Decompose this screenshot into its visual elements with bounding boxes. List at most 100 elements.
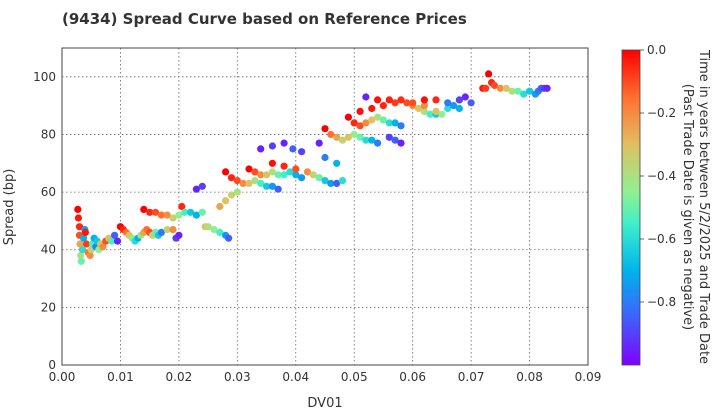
data-point (309, 171, 317, 179)
data-point (298, 148, 306, 156)
data-point (344, 133, 352, 141)
data-point (385, 133, 393, 141)
data-point (350, 130, 358, 139)
x-tick-label: 0.06 (399, 370, 426, 384)
data-point (151, 208, 160, 216)
data-points (74, 70, 551, 265)
data-point (225, 234, 233, 242)
x-axis-ticks: 0.00 0.01 0.02 0.03 0.04 0.05 0.06 0.07 0.08 0.09 (49, 370, 602, 384)
colorbar (621, 49, 641, 366)
y-axis-ticks: 0 20 40 60 80 100 (33, 70, 56, 372)
colorbar-tick-label: −0.6 (647, 232, 676, 246)
data-point (233, 177, 241, 185)
y-tick-label: 100 (33, 70, 56, 84)
data-point (444, 99, 452, 107)
data-point (289, 145, 297, 153)
data-point (420, 107, 428, 115)
chart-title: (9434) Spread Curve based on Reference P… (62, 10, 467, 28)
data-point (274, 185, 282, 193)
x-axis-label: DV01 (307, 396, 342, 411)
data-point (490, 81, 499, 90)
colorbar-tick-label: −0.8 (647, 295, 676, 309)
x-tick-label: 0.01 (107, 370, 134, 384)
data-point (508, 87, 516, 95)
data-point (204, 223, 212, 231)
data-point (321, 125, 329, 133)
data-point (432, 96, 440, 104)
data-point (251, 177, 259, 185)
grid-lines (62, 48, 588, 365)
data-point (216, 202, 224, 211)
data-point (108, 237, 116, 245)
data-point (187, 208, 195, 216)
y-tick-label: 80 (41, 127, 56, 141)
data-point (403, 99, 411, 107)
data-point (368, 136, 376, 144)
data-point (420, 102, 428, 110)
data-point (356, 107, 364, 115)
data-point (356, 133, 364, 141)
data-point (257, 179, 265, 187)
data-point (216, 228, 224, 236)
x-tick-label: 0.00 (49, 370, 76, 384)
data-point (368, 116, 376, 124)
data-point (222, 168, 230, 176)
data-point (482, 84, 490, 92)
data-point (397, 122, 405, 130)
data-point (327, 179, 335, 187)
data-point (157, 228, 165, 236)
data-point (175, 211, 183, 219)
data-point (77, 251, 85, 260)
data-point (86, 251, 94, 260)
data-point (140, 205, 148, 213)
data-point (263, 171, 271, 179)
colorbar-tick-label: 0.0 (647, 43, 666, 57)
data-point (438, 110, 446, 118)
plot-frame (61, 47, 589, 366)
data-point (280, 171, 288, 179)
data-point (450, 102, 458, 110)
data-point (344, 113, 352, 121)
y-tick-label: 60 (41, 185, 56, 199)
data-point (163, 211, 171, 219)
data-point (251, 168, 259, 176)
data-point (198, 208, 206, 216)
data-point (82, 240, 91, 248)
data-point (321, 177, 329, 185)
data-point (163, 226, 171, 234)
data-point (333, 179, 341, 187)
data-point (157, 211, 165, 219)
data-point (455, 96, 463, 104)
data-point (455, 104, 463, 113)
data-point (420, 96, 428, 104)
x-tick-label: 0.09 (575, 370, 602, 384)
data-point (385, 96, 393, 104)
data-point (76, 240, 84, 248)
data-point (268, 182, 276, 190)
y-tick-label: 0 (48, 358, 56, 372)
data-point (280, 162, 288, 170)
data-point (169, 226, 177, 234)
data-point (391, 119, 399, 127)
data-point (391, 136, 399, 144)
x-tick-label: 0.07 (458, 370, 485, 384)
colorbar-label-line: Time in years between 5/2/2025 and Trade… (696, 49, 711, 364)
data-point (263, 182, 271, 190)
data-point (181, 208, 189, 216)
data-point (338, 177, 347, 185)
data-point (368, 104, 376, 113)
colorbar-tick-label: −0.4 (647, 169, 676, 183)
data-point (113, 237, 122, 245)
data-point (192, 211, 200, 219)
data-point (315, 174, 323, 182)
data-point (268, 159, 276, 167)
data-point (426, 110, 434, 118)
data-point (298, 174, 306, 182)
colorbar-ticks: 0.0 −0.2 −0.4 −0.6 −0.8 (640, 43, 676, 309)
data-point (74, 214, 82, 222)
data-point (526, 87, 534, 95)
data-point (485, 70, 493, 78)
data-point (257, 171, 265, 179)
data-point (397, 96, 405, 104)
data-point (333, 133, 341, 141)
